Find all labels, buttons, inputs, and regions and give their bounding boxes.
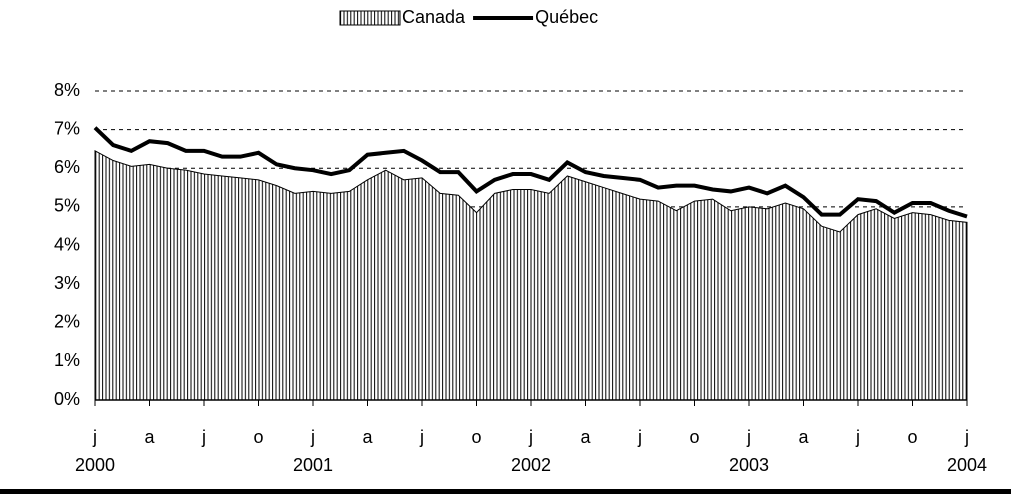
x-tick-label: a (580, 427, 591, 447)
y-tick-label: 5% (54, 196, 80, 216)
x-tick-label: j (201, 427, 206, 447)
y-tick-label: 0% (54, 389, 80, 409)
x-tick-label: o (253, 427, 263, 447)
legend-label: Québec (535, 7, 598, 27)
x-tick-label: j (746, 427, 751, 447)
x-tick-label: o (689, 427, 699, 447)
y-tick-label: 3% (54, 273, 80, 293)
x-tick-label: j (92, 427, 97, 447)
y-tick-label: 1% (54, 350, 80, 370)
year-label: 2002 (511, 455, 551, 475)
x-tick-label: j (855, 427, 860, 447)
y-tick-label: 2% (54, 312, 80, 332)
year-label: 2000 (75, 455, 115, 475)
y-tick-label: 8% (54, 80, 80, 100)
x-tick-label: a (362, 427, 373, 447)
x-tick-label: j (964, 427, 969, 447)
x-tick-label: j (310, 427, 315, 447)
year-label: 2001 (293, 455, 333, 475)
x-tick-label: o (471, 427, 481, 447)
x-tick-label: j (637, 427, 642, 447)
x-tick-label: o (907, 427, 917, 447)
x-tick-label: a (798, 427, 809, 447)
legend-label: Canada (402, 7, 466, 27)
x-tick-label: j (419, 427, 424, 447)
bottom-rule (0, 489, 1011, 494)
y-tick-label: 6% (54, 157, 80, 177)
y-tick-label: 4% (54, 234, 80, 254)
x-tick-label: j (528, 427, 533, 447)
area (94, 150, 968, 401)
year-label: 2003 (729, 455, 769, 475)
y-tick-label: 7% (54, 118, 80, 138)
legend-swatch (339, 10, 401, 26)
line (93, 126, 968, 219)
x-tick-label: a (144, 427, 155, 447)
year-label: 2004 (947, 455, 987, 475)
